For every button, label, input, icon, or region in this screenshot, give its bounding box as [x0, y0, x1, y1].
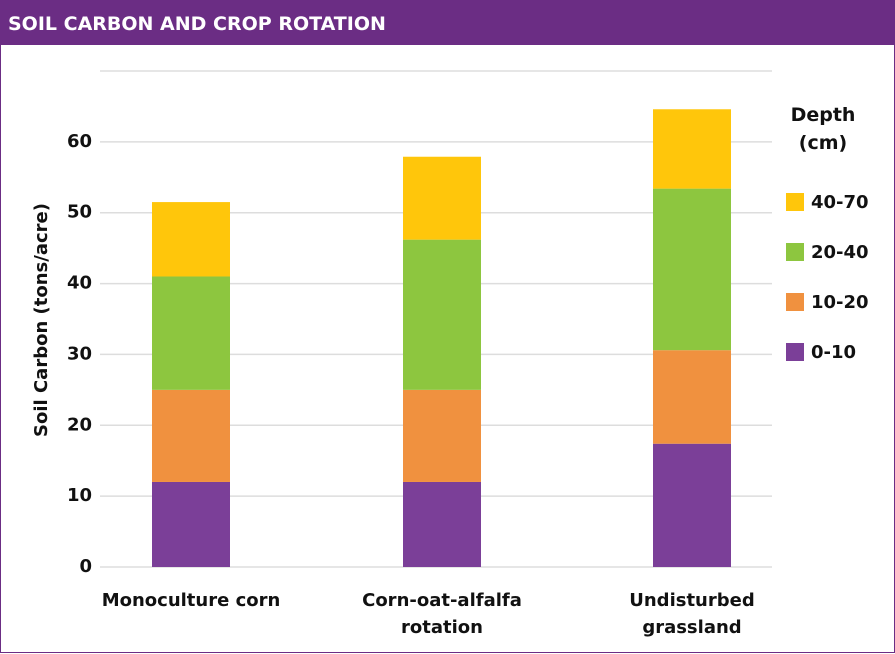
bar-segment: [152, 481, 230, 567]
legend-title: Depth (cm): [790, 104, 856, 154]
y-tick-label: 0: [79, 556, 92, 577]
y-axis-label: Soil Carbon (tons/acre): [31, 203, 52, 437]
bar-segment: [403, 389, 481, 482]
x-tick-label: Corn-oat-alfalfa rotation: [362, 590, 522, 638]
legend-swatch: [786, 193, 804, 211]
y-tick-label: 10: [67, 485, 92, 506]
chart-title: SOIL CARBON AND CROP ROTATION: [0, 0, 895, 45]
legend-label: 10-20: [811, 292, 869, 313]
bar-segment: [403, 239, 481, 390]
bar-segment: [403, 481, 481, 567]
bar-segment: [152, 389, 230, 482]
y-tick-label: 40: [67, 273, 92, 294]
bar-segment: [653, 109, 731, 189]
legend-label: 20-40: [811, 242, 869, 263]
y-tick-label: 20: [67, 414, 92, 435]
legend-swatch: [786, 343, 804, 361]
bar-segment: [152, 202, 230, 277]
y-tick-label: 30: [67, 343, 92, 364]
bar-segment: [653, 350, 731, 444]
bar-segment: [152, 276, 230, 390]
legend-label: 0-10: [811, 342, 856, 363]
x-tick-label: Undisturbed grassland: [629, 590, 755, 638]
bar-segment: [653, 188, 731, 351]
legend-label: 40-70: [811, 192, 869, 213]
y-tick-label: 50: [67, 202, 92, 223]
y-tick-label: 60: [67, 131, 92, 152]
bar-segment: [403, 156, 481, 240]
bar-segment: [653, 443, 731, 567]
legend-swatch: [786, 293, 804, 311]
legend-swatch: [786, 243, 804, 261]
x-tick-label: Monoculture corn: [101, 590, 281, 611]
